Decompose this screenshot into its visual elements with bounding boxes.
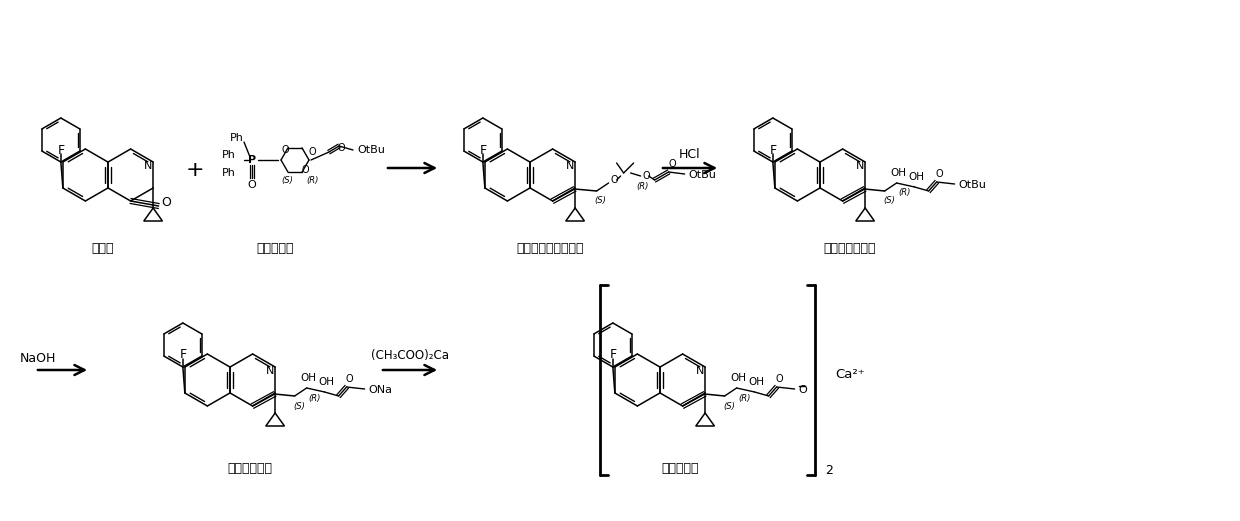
Text: OtBu: OtBu: [357, 145, 384, 155]
Text: (R): (R): [739, 393, 750, 403]
Text: OH: OH: [749, 377, 765, 387]
Text: O: O: [248, 180, 257, 190]
Text: OH: OH: [300, 373, 316, 383]
Text: (S): (S): [294, 402, 305, 411]
Text: O: O: [281, 145, 289, 155]
Text: N: N: [565, 161, 574, 171]
Text: Ph: Ph: [222, 150, 236, 160]
Text: O: O: [346, 374, 353, 384]
Text: O: O: [301, 165, 309, 175]
Text: Ph: Ph: [222, 168, 236, 178]
Text: O: O: [161, 196, 171, 209]
Text: 匹伐他汀钙: 匹伐他汀钙: [661, 462, 699, 475]
Text: (R): (R): [899, 189, 911, 197]
Text: 侧链叶立德: 侧链叶立德: [257, 242, 294, 254]
Text: N: N: [856, 161, 864, 171]
Text: OtBu: OtBu: [959, 180, 987, 190]
Text: Ph: Ph: [229, 133, 244, 143]
Text: (S): (S): [884, 196, 895, 205]
Text: HCl: HCl: [680, 148, 701, 162]
Text: OtBu: OtBu: [688, 170, 717, 180]
Text: 匹伐他汀叔丁酯: 匹伐他汀叔丁酯: [823, 242, 877, 254]
Text: O: O: [668, 159, 677, 169]
Text: P: P: [248, 155, 257, 165]
Text: (S): (S): [595, 196, 606, 205]
Text: OH: OH: [890, 168, 906, 178]
Text: OH: OH: [909, 172, 925, 182]
Text: O: O: [611, 175, 619, 185]
Text: +: +: [186, 160, 205, 180]
Text: OH: OH: [319, 377, 335, 387]
Text: O: O: [776, 374, 784, 384]
Text: (S): (S): [281, 176, 293, 184]
Text: F: F: [609, 349, 616, 362]
Text: (R): (R): [306, 176, 319, 184]
Text: 2: 2: [825, 464, 833, 477]
Text: OH: OH: [730, 373, 746, 383]
Text: N: N: [144, 161, 153, 171]
Text: O: O: [337, 143, 345, 153]
Text: N: N: [265, 366, 274, 376]
Text: O: O: [642, 171, 651, 181]
Text: F: F: [480, 143, 486, 156]
Text: O: O: [799, 385, 807, 395]
Text: F: F: [769, 143, 776, 156]
Text: (S): (S): [724, 402, 735, 411]
Text: O: O: [309, 147, 316, 157]
Text: NaOH: NaOH: [20, 352, 56, 365]
Text: O: O: [936, 169, 944, 179]
Text: 匹伐他汀钠盐: 匹伐他汀钠盐: [227, 462, 273, 475]
Text: (R): (R): [309, 393, 321, 403]
Text: 匹伐他汀丙叉叔丁酯: 匹伐他汀丙叉叔丁酯: [516, 242, 584, 254]
Text: F: F: [57, 143, 64, 156]
Text: N: N: [696, 366, 704, 376]
Text: (R): (R): [636, 181, 649, 191]
Text: Ca²⁺: Ca²⁺: [836, 368, 864, 381]
Text: F: F: [180, 349, 186, 362]
Text: (CH₃COO)₂Ca: (CH₃COO)₂Ca: [371, 349, 449, 362]
Text: 匹伐醛: 匹伐醛: [92, 242, 114, 254]
Text: ONa: ONa: [368, 385, 393, 395]
